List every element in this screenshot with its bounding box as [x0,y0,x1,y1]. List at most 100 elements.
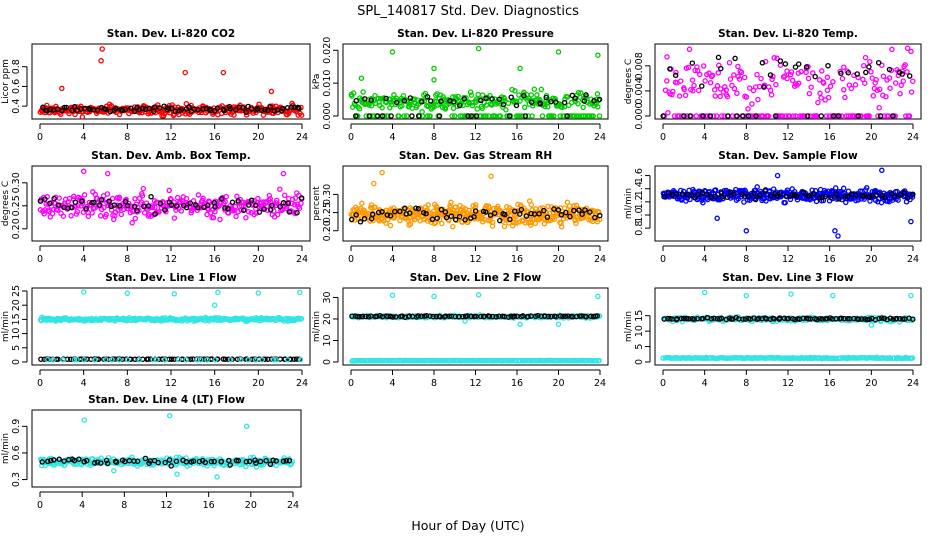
data-point [79,198,85,205]
y-tick-label: 0 [322,359,333,365]
data-point [475,292,482,298]
data-point [388,113,394,119]
data-point [253,202,259,209]
data-point [358,216,364,222]
data-point [862,54,869,61]
data-point [892,80,899,86]
data-point [104,191,111,197]
data-point [103,457,110,464]
data-point [723,87,729,93]
data-point [106,198,112,204]
x-tick-label: 24 [907,254,919,265]
x-tick-label: 20 [552,254,564,265]
data-point [746,85,753,91]
data-point [222,356,229,362]
data-point [267,104,273,110]
data-point [500,101,507,108]
data-point [561,113,567,119]
data-point [677,78,684,84]
data-point [704,191,710,197]
data-point [212,208,218,215]
data-point [897,315,903,322]
data-point [266,192,273,199]
data-point [876,104,882,111]
y-tick-label: 0.6 [11,445,22,460]
data-point [537,97,543,104]
y-tick-label: 0.020 [322,37,333,64]
data-point [819,68,825,74]
points [660,167,916,239]
data-point [512,88,518,94]
data-point [284,203,290,209]
data-point [745,106,751,112]
data-point [715,70,722,76]
data-point [879,167,885,174]
data-point [505,100,512,106]
data-point [89,210,95,216]
data-point [863,69,869,76]
data-point [724,194,731,200]
data-point [245,103,251,110]
data-point [136,207,142,214]
data-point [205,202,211,209]
data-point [114,202,120,209]
data-point [287,356,294,362]
data-point [140,185,147,192]
data-point [104,460,111,467]
points [37,412,295,480]
panel-line1: Stan. Dev. Line 1 Flow 0 4 8 12 16 20 24 0 5 10 15 2… [1,272,311,389]
data-point [838,70,844,77]
panel-title: Stan. Dev. Line 1 Flow [105,272,237,284]
data-point [761,84,767,90]
data-point [85,213,92,220]
data-point [572,95,578,101]
data-point [824,87,831,94]
plot-frame [31,165,311,242]
data-point [791,188,798,195]
data-point [407,95,414,101]
data-point [440,93,446,100]
data-point [132,215,139,222]
y-tick-label: 15 [634,310,645,322]
data-point [357,219,364,225]
data-point [59,85,65,92]
data-point [672,72,679,79]
y-tick-label: 20 [322,313,333,325]
data-point [818,113,825,119]
data-point [573,313,580,320]
data-point [673,191,680,197]
data-point [153,356,160,363]
x-tick-label: 0 [348,132,354,143]
data-point [555,321,562,328]
data-point [478,97,484,104]
data-point [596,209,602,216]
plot-frame [654,43,922,120]
x-tick-label: 16 [511,378,523,389]
plot-frame [342,165,609,242]
x-axis: 0 4 8 12 16 20 24 [37,369,308,389]
data-point [448,199,454,206]
data-point [549,113,555,119]
data-point [131,203,138,210]
y-tick-label: 20 [11,299,22,311]
data-point [489,219,496,226]
x-tick-label: 16 [209,254,221,265]
data-point [387,212,394,219]
data-point [168,356,175,362]
data-point [784,68,790,74]
data-point [182,69,188,76]
y-axis: 0.4 0.6 0.8 [11,59,28,114]
data-point [779,113,786,119]
data-point [255,290,262,296]
data-point [734,90,740,97]
y-axis: 0 5 10 15 [634,310,651,365]
y-tick-label: 0 [11,359,22,365]
data-point [749,101,755,107]
data-point [150,356,156,363]
data-point [558,224,565,230]
data-point [389,292,396,299]
data-point [872,80,878,86]
y-tick-label: 0.8 [11,59,22,74]
data-point [240,207,247,214]
data-point [756,83,763,90]
